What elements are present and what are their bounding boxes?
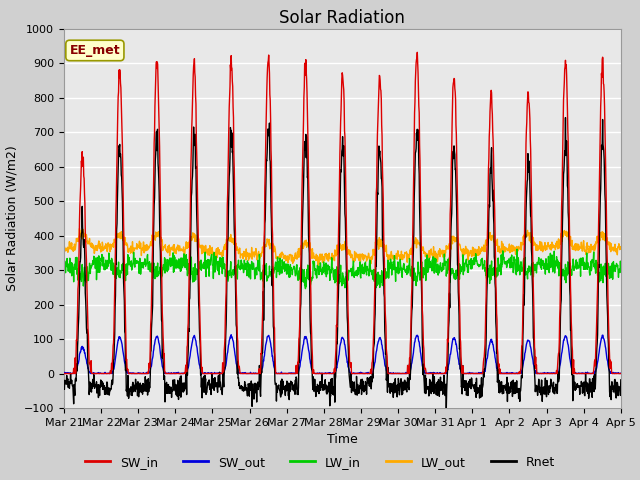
LW_out <box>429 244 437 250</box>
LW_in <box>170 268 178 274</box>
LW_out <box>171 250 179 256</box>
LW_out <box>184 241 192 247</box>
SW_out <box>247 371 255 376</box>
LW_in <box>502 260 509 266</box>
LW_out <box>617 246 625 252</box>
Rnet <box>184 354 191 360</box>
LW_out <box>246 252 254 258</box>
Rnet <box>429 370 436 376</box>
LW_in <box>246 264 254 269</box>
LW_in <box>513 246 521 252</box>
SW_in <box>170 371 178 376</box>
Line: SW_in: SW_in <box>64 52 621 373</box>
LW_out <box>76 226 83 231</box>
SW_out <box>502 371 510 376</box>
Text: EE_met: EE_met <box>70 44 120 57</box>
SW_out <box>184 365 192 371</box>
LW_in <box>552 258 559 264</box>
Line: LW_out: LW_out <box>64 228 621 267</box>
SW_in <box>502 371 509 376</box>
Rnet <box>562 115 570 120</box>
SW_out <box>617 371 625 376</box>
Line: LW_in: LW_in <box>64 249 621 288</box>
Rnet <box>617 377 625 383</box>
SW_out <box>552 371 559 376</box>
LW_out <box>314 264 322 270</box>
LW_in <box>184 262 191 268</box>
Line: Rnet: Rnet <box>64 118 621 408</box>
SW_in <box>429 371 437 376</box>
Y-axis label: Solar Radiation (W/m2): Solar Radiation (W/m2) <box>5 145 19 291</box>
X-axis label: Time: Time <box>327 433 358 446</box>
LW_out <box>552 247 559 252</box>
SW_out <box>61 371 68 376</box>
Rnet <box>551 386 559 392</box>
Line: SW_out: SW_out <box>64 335 621 373</box>
SW_in <box>617 371 625 376</box>
Rnet <box>60 382 68 387</box>
SW_out <box>60 370 68 376</box>
LW_out <box>60 247 68 252</box>
SW_out <box>171 371 179 376</box>
LW_in <box>301 286 309 291</box>
LW_in <box>617 268 625 274</box>
Rnet <box>170 377 178 383</box>
Rnet <box>502 387 509 393</box>
LW_in <box>429 254 437 260</box>
LW_in <box>60 271 68 276</box>
LW_out <box>502 246 510 252</box>
SW_in <box>184 326 191 332</box>
Title: Solar Radiation: Solar Radiation <box>280 9 405 27</box>
SW_in <box>246 371 254 376</box>
Rnet <box>246 387 254 393</box>
SW_in <box>551 371 559 376</box>
SW_out <box>227 332 235 337</box>
Legend: SW_in, SW_out, LW_in, LW_out, Rnet: SW_in, SW_out, LW_in, LW_out, Rnet <box>80 451 560 474</box>
SW_in <box>413 49 421 55</box>
SW_in <box>60 371 68 376</box>
SW_out <box>429 370 437 375</box>
Rnet <box>442 406 450 411</box>
